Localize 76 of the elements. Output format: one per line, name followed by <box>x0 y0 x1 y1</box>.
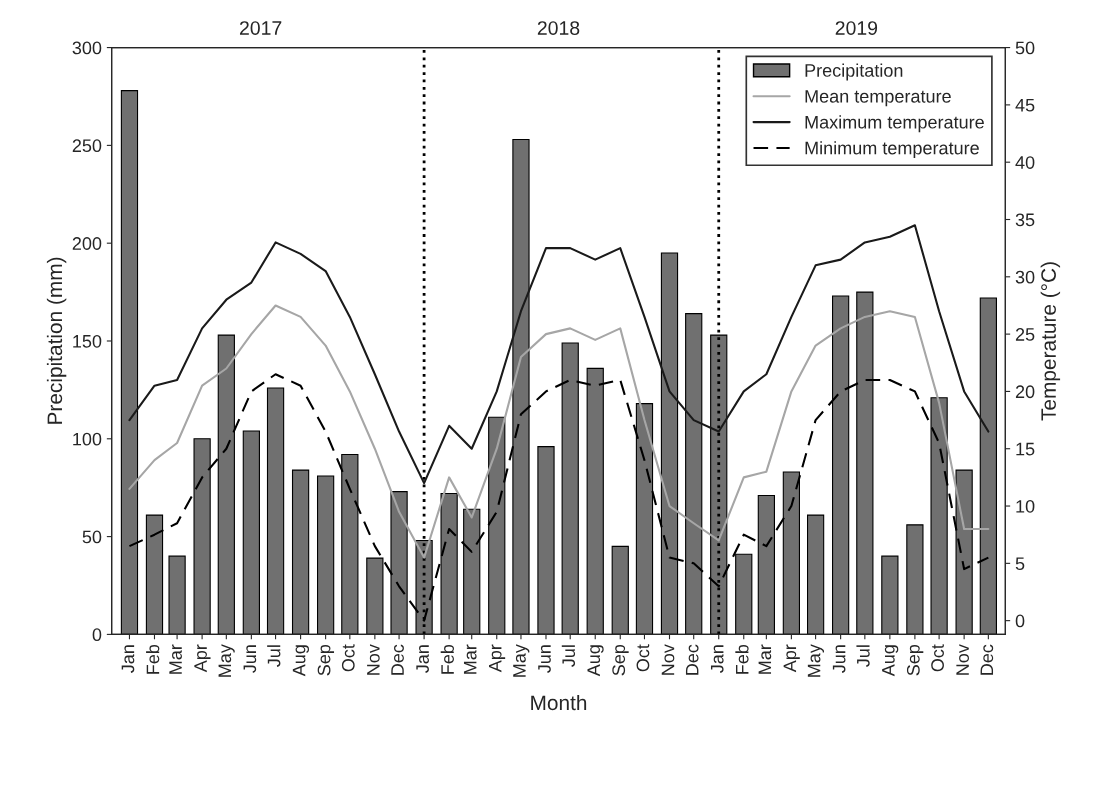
y2-tick-label: 30 <box>1015 270 1035 284</box>
x-tick-label: May <box>513 644 530 677</box>
bar <box>881 555 899 635</box>
y2-tick-label: 25 <box>1015 328 1035 341</box>
x-tick-label: Aug <box>292 645 310 677</box>
legend-label: Mean temperature <box>805 90 951 107</box>
x-tick-label: Sep <box>612 644 629 676</box>
text: 2017 <box>239 21 282 35</box>
x-tick-label: Sep <box>906 644 924 676</box>
line-series <box>128 224 990 485</box>
x-tick-label: Dec <box>685 644 699 675</box>
x-tick-label: Feb <box>440 644 454 674</box>
x-tick-label: Sep <box>317 644 335 676</box>
x-tick-label: Jan <box>121 645 135 673</box>
x-tick-label: Feb <box>735 644 749 674</box>
y-tick-label: 200 <box>72 237 102 250</box>
x-tick-label: Mar <box>463 644 477 674</box>
bar <box>611 545 629 635</box>
bar <box>266 387 285 635</box>
x-tick-label: Nov <box>956 644 969 675</box>
y-tick-label: 150 <box>73 334 102 348</box>
x-tick-label: Jun <box>538 645 551 673</box>
bar <box>316 475 335 635</box>
y-tick-label: 0 <box>92 628 102 642</box>
x-tick-label: Nov <box>661 644 675 675</box>
x-tick-label: Apr <box>488 644 506 673</box>
y2-tick-label: 5 <box>1015 557 1025 571</box>
x-tick-label: Mar <box>758 644 772 674</box>
legend-label: Precipitation <box>805 63 903 81</box>
x-tick-label: Oct <box>931 644 944 672</box>
y-tick-label: 250 <box>72 139 102 153</box>
y2-axis-title: Temperature (°C) <box>1040 262 1061 421</box>
x-tick-label: Dec <box>391 644 404 675</box>
legend-label: Maximum temperature <box>805 115 984 133</box>
y-tick-label: 300 <box>72 41 102 55</box>
x-tick-label: Apr <box>783 644 800 673</box>
y2-tick-label: 15 <box>1016 442 1035 456</box>
y2-tick-label: 20 <box>1015 385 1035 399</box>
x-tick-label: Jun <box>243 645 257 673</box>
x-tick-label: Jul <box>856 645 870 667</box>
y-tick-label: 100 <box>73 432 102 446</box>
x-tick-label: Feb <box>146 644 160 674</box>
y2-tick-label: 40 <box>1015 156 1035 169</box>
x-axis-title: Month <box>531 694 587 711</box>
bar <box>242 430 260 635</box>
x-tick-label: Oct <box>341 644 355 672</box>
y2-tick-label: 35 <box>1015 213 1035 227</box>
x-tick-label: May <box>807 644 825 677</box>
x-tick-label: Jul <box>267 645 281 667</box>
y2-tick-label: 0 <box>1015 614 1025 628</box>
y2-tick-label: 45 <box>1015 99 1035 112</box>
y-axis-title: Precipitation (mm) <box>46 257 67 424</box>
text: 2018 <box>537 21 580 35</box>
bar <box>806 514 825 635</box>
x-tick-label: Jan <box>710 645 724 673</box>
x-tick-label: Jul <box>561 645 576 667</box>
x-tick-label: Jan <box>416 645 429 673</box>
bar <box>291 469 310 635</box>
y2-tick-label: 10 <box>1016 499 1035 513</box>
x-tick-label: Mar <box>169 644 182 674</box>
bar <box>906 524 924 635</box>
legend-label: Minimum temperature <box>805 141 979 159</box>
y2-tick-label: 50 <box>1015 41 1035 55</box>
y-tick-label: 50 <box>82 530 102 544</box>
x-tick-label: Aug <box>587 645 604 677</box>
x-tick-label: May <box>218 644 235 677</box>
x-tick-label: Dec <box>980 644 994 675</box>
bar <box>168 555 186 635</box>
x-tick-label: Aug <box>882 645 899 677</box>
text: 2019 <box>835 21 878 35</box>
x-tick-label: Oct <box>636 644 650 672</box>
bar <box>537 446 555 635</box>
x-tick-label: Nov <box>367 644 380 675</box>
line-series <box>128 304 990 559</box>
x-tick-label: Apr <box>194 644 211 673</box>
x-tick-label: Jun <box>832 645 846 673</box>
